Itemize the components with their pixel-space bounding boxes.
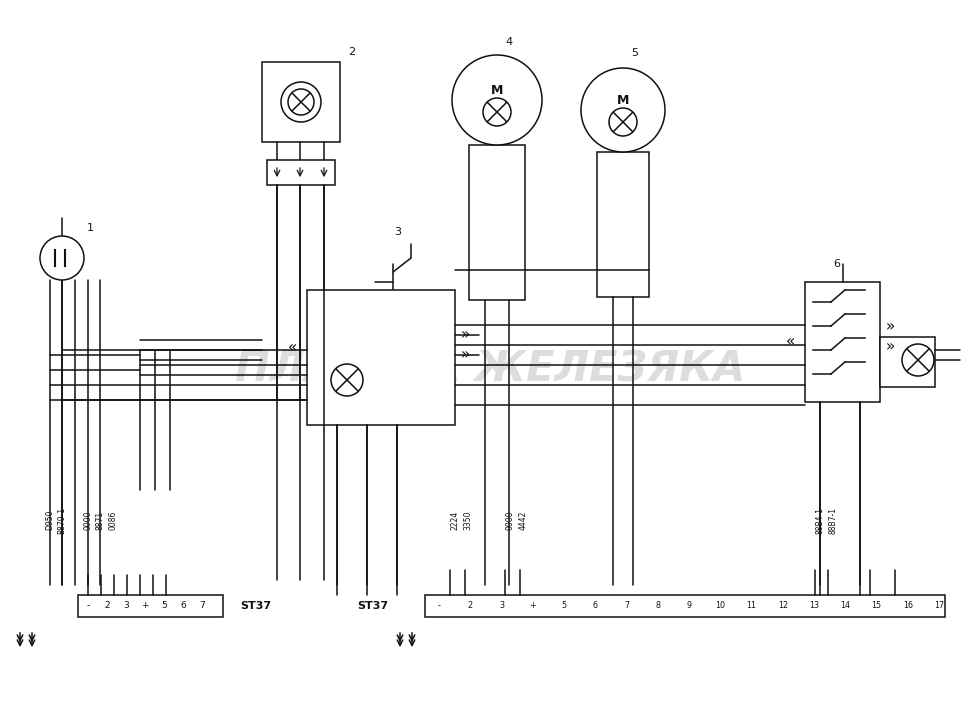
Circle shape <box>482 98 511 126</box>
Text: ST37: ST37 <box>240 601 271 611</box>
Text: 6: 6 <box>592 602 598 610</box>
Bar <box>78 595 223 617</box>
Text: »: » <box>884 320 894 335</box>
Bar <box>804 282 879 402</box>
Bar <box>879 337 934 387</box>
Text: ПЛАНЕТА ЖЕЛЕЗЯКА: ПЛАНЕТА ЖЕЛЕЗЯКА <box>235 349 744 391</box>
Text: 3: 3 <box>394 227 401 237</box>
Text: 13: 13 <box>808 602 819 610</box>
Bar <box>262 62 339 142</box>
Text: 1: 1 <box>86 223 94 233</box>
Text: 8871: 8871 <box>96 510 105 530</box>
Circle shape <box>331 364 363 396</box>
Circle shape <box>40 236 84 280</box>
Text: 3350: 3350 <box>463 510 472 530</box>
Text: 4442: 4442 <box>518 510 527 530</box>
Text: »: » <box>460 348 469 363</box>
Text: 2: 2 <box>348 47 355 57</box>
Text: 2: 2 <box>467 602 472 610</box>
Text: M: M <box>616 93 629 106</box>
Text: 15: 15 <box>870 602 880 610</box>
Text: -: - <box>86 602 90 610</box>
Text: 2: 2 <box>104 602 110 610</box>
Circle shape <box>580 68 664 152</box>
Text: 4: 4 <box>505 37 512 47</box>
Bar <box>468 145 524 300</box>
Text: ST37: ST37 <box>357 601 387 611</box>
Text: 5: 5 <box>631 48 638 58</box>
Circle shape <box>452 55 542 145</box>
Text: 0000: 0000 <box>83 510 92 530</box>
Text: »: » <box>460 327 469 342</box>
Text: 8: 8 <box>654 602 659 610</box>
Text: 5: 5 <box>560 602 566 610</box>
Text: 5: 5 <box>161 602 166 610</box>
Text: 6: 6 <box>180 602 186 610</box>
Text: 9: 9 <box>686 602 690 610</box>
Text: 3: 3 <box>123 602 129 610</box>
Text: -: - <box>437 602 440 610</box>
Circle shape <box>608 108 637 136</box>
Text: »: » <box>884 340 894 355</box>
Text: «: « <box>785 335 795 350</box>
Text: 7: 7 <box>199 602 204 610</box>
Text: 6: 6 <box>832 259 840 269</box>
Text: «: « <box>289 340 297 355</box>
Text: 16: 16 <box>902 602 911 610</box>
Text: 3: 3 <box>499 602 504 610</box>
Text: B879-1: B879-1 <box>58 506 67 533</box>
Text: 88B4-1: 88B4-1 <box>815 506 823 533</box>
Circle shape <box>281 82 321 122</box>
Text: 7: 7 <box>623 602 629 610</box>
Text: 17: 17 <box>933 602 943 610</box>
Text: 2224: 2224 <box>450 510 459 530</box>
Bar <box>267 160 334 185</box>
Text: M: M <box>490 83 503 96</box>
Circle shape <box>288 89 314 115</box>
Circle shape <box>901 344 933 376</box>
Text: 14: 14 <box>839 602 849 610</box>
Bar <box>424 595 944 617</box>
Text: 0086: 0086 <box>109 510 117 530</box>
Text: 88B7-1: 88B7-1 <box>827 506 836 533</box>
Bar <box>307 290 455 425</box>
Bar <box>597 152 648 297</box>
Text: +: + <box>141 602 149 610</box>
Text: 0000: 0000 <box>505 510 514 530</box>
Text: 12: 12 <box>777 602 787 610</box>
Text: 10: 10 <box>715 602 725 610</box>
Text: D950: D950 <box>45 510 55 531</box>
Text: +: + <box>529 602 536 610</box>
Text: 11: 11 <box>746 602 756 610</box>
